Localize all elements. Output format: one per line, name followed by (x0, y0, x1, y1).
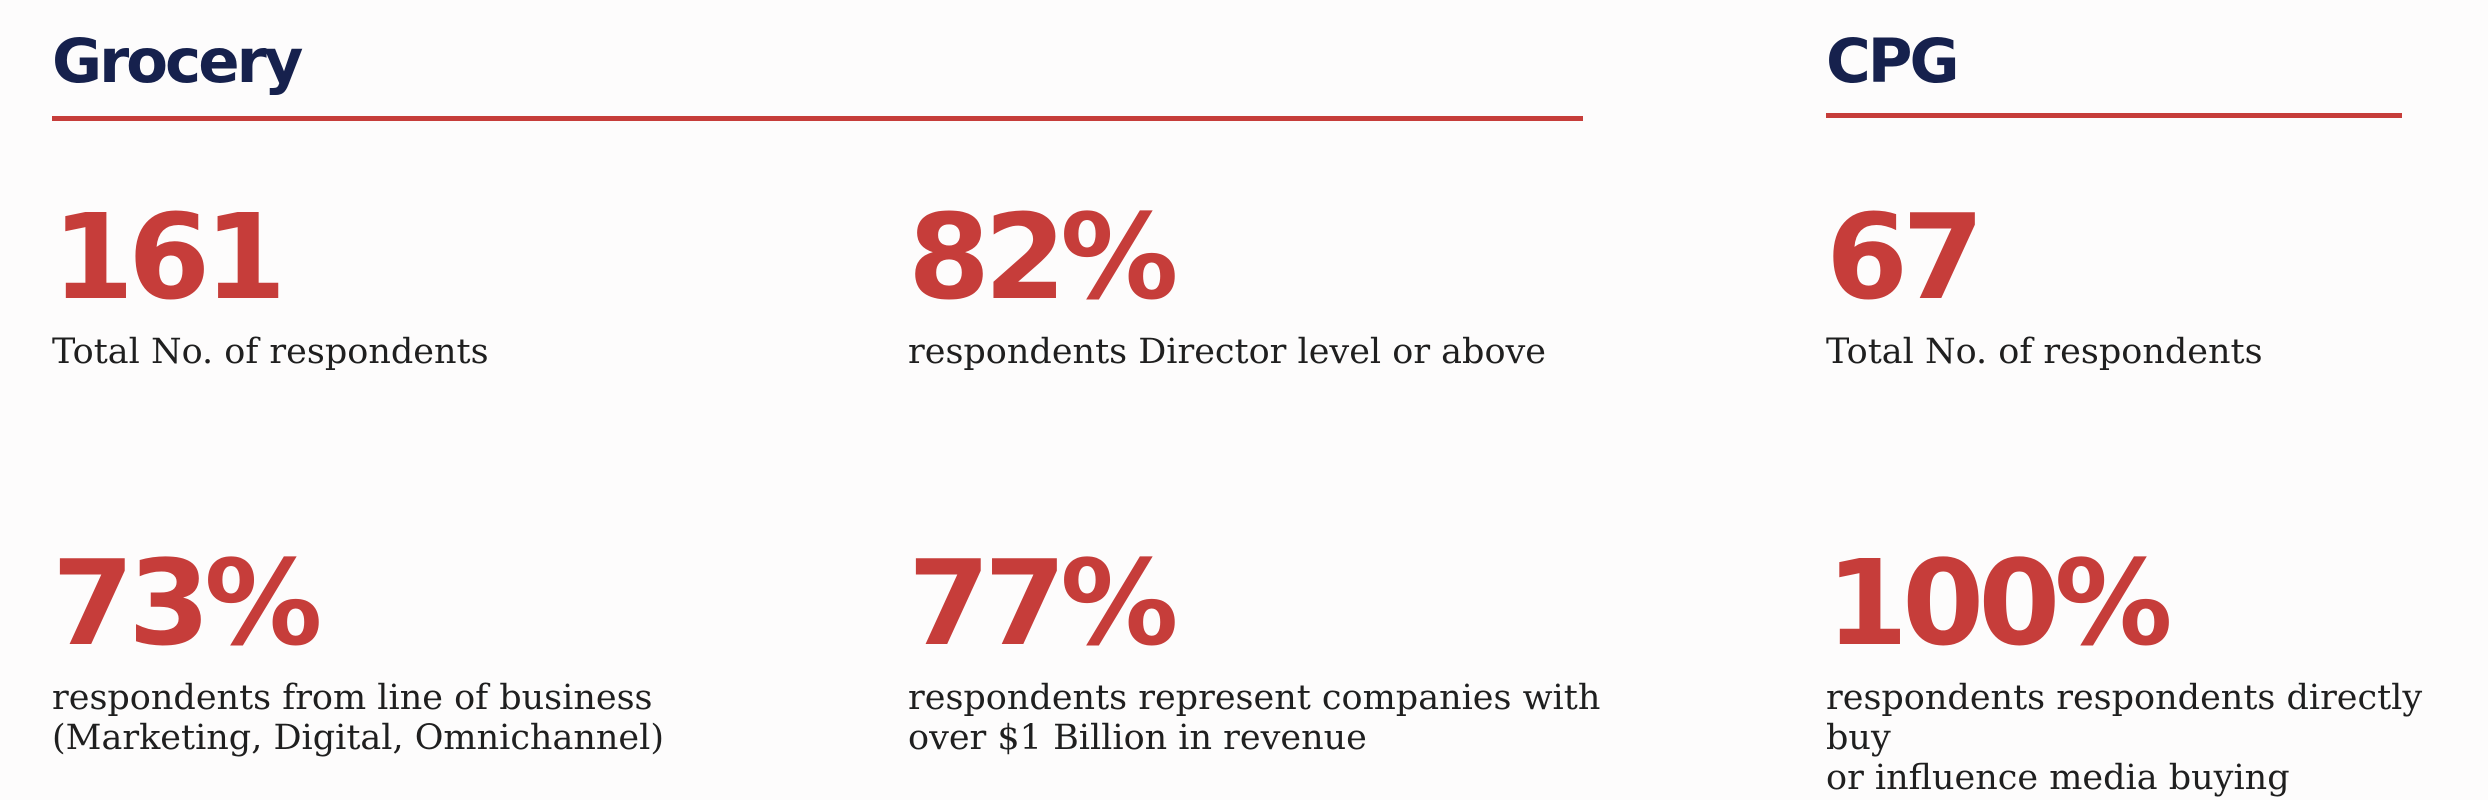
grocery-stat-line-of-business: 73% respondents from line of business (M… (52, 544, 872, 758)
stat-label: respondents from line of business (Marke… (52, 678, 872, 758)
stat-label: Total No. of respondents (1826, 332, 2263, 372)
stat-label-line-1: respondents represent companies with (908, 678, 1601, 718)
grocery-title-underline (52, 116, 1583, 121)
grocery-stat-director-level: 82% respondents Director level or above (908, 198, 1768, 372)
stat-value: 73% (52, 534, 322, 672)
stat-label-line-2: over $1 Billion in revenue (908, 718, 1367, 758)
stat-label-line-2: or influence media buying (1826, 758, 2290, 798)
grocery-section-title: Grocery (52, 26, 303, 97)
stat-value: 100% (1826, 534, 2173, 672)
stat-value: 77% (908, 534, 1178, 672)
stat-value: 67 (1826, 188, 1984, 326)
stat-value: 161 (52, 188, 286, 326)
grocery-stat-billion-revenue: 77% respondents represent companies with… (908, 544, 1768, 758)
stat-label-line-1: respondents respondents directly buy (1826, 678, 2423, 758)
stat-label-line-1: respondents from line of business (52, 678, 653, 718)
cpg-stat-media-buying: 100% respondents respondents directly bu… (1826, 544, 2486, 798)
stat-label: Total No. of respondents (52, 332, 489, 372)
stat-label: respondents Director level or above (908, 332, 1546, 372)
stat-label: respondents respondents directly buy or … (1826, 678, 2486, 798)
cpg-title-underline (1826, 113, 2402, 118)
cpg-section-title: CPG (1826, 26, 1960, 97)
cpg-stat-total-respondents: 67 Total No. of respondents (1826, 198, 2466, 372)
stat-label: respondents represent companies with ove… (908, 678, 1768, 758)
grocery-stat-total-respondents: 161 Total No. of respondents (52, 198, 872, 372)
stat-value: 82% (908, 188, 1178, 326)
stat-label-line-2: (Marketing, Digital, Omnichannel) (52, 718, 664, 758)
